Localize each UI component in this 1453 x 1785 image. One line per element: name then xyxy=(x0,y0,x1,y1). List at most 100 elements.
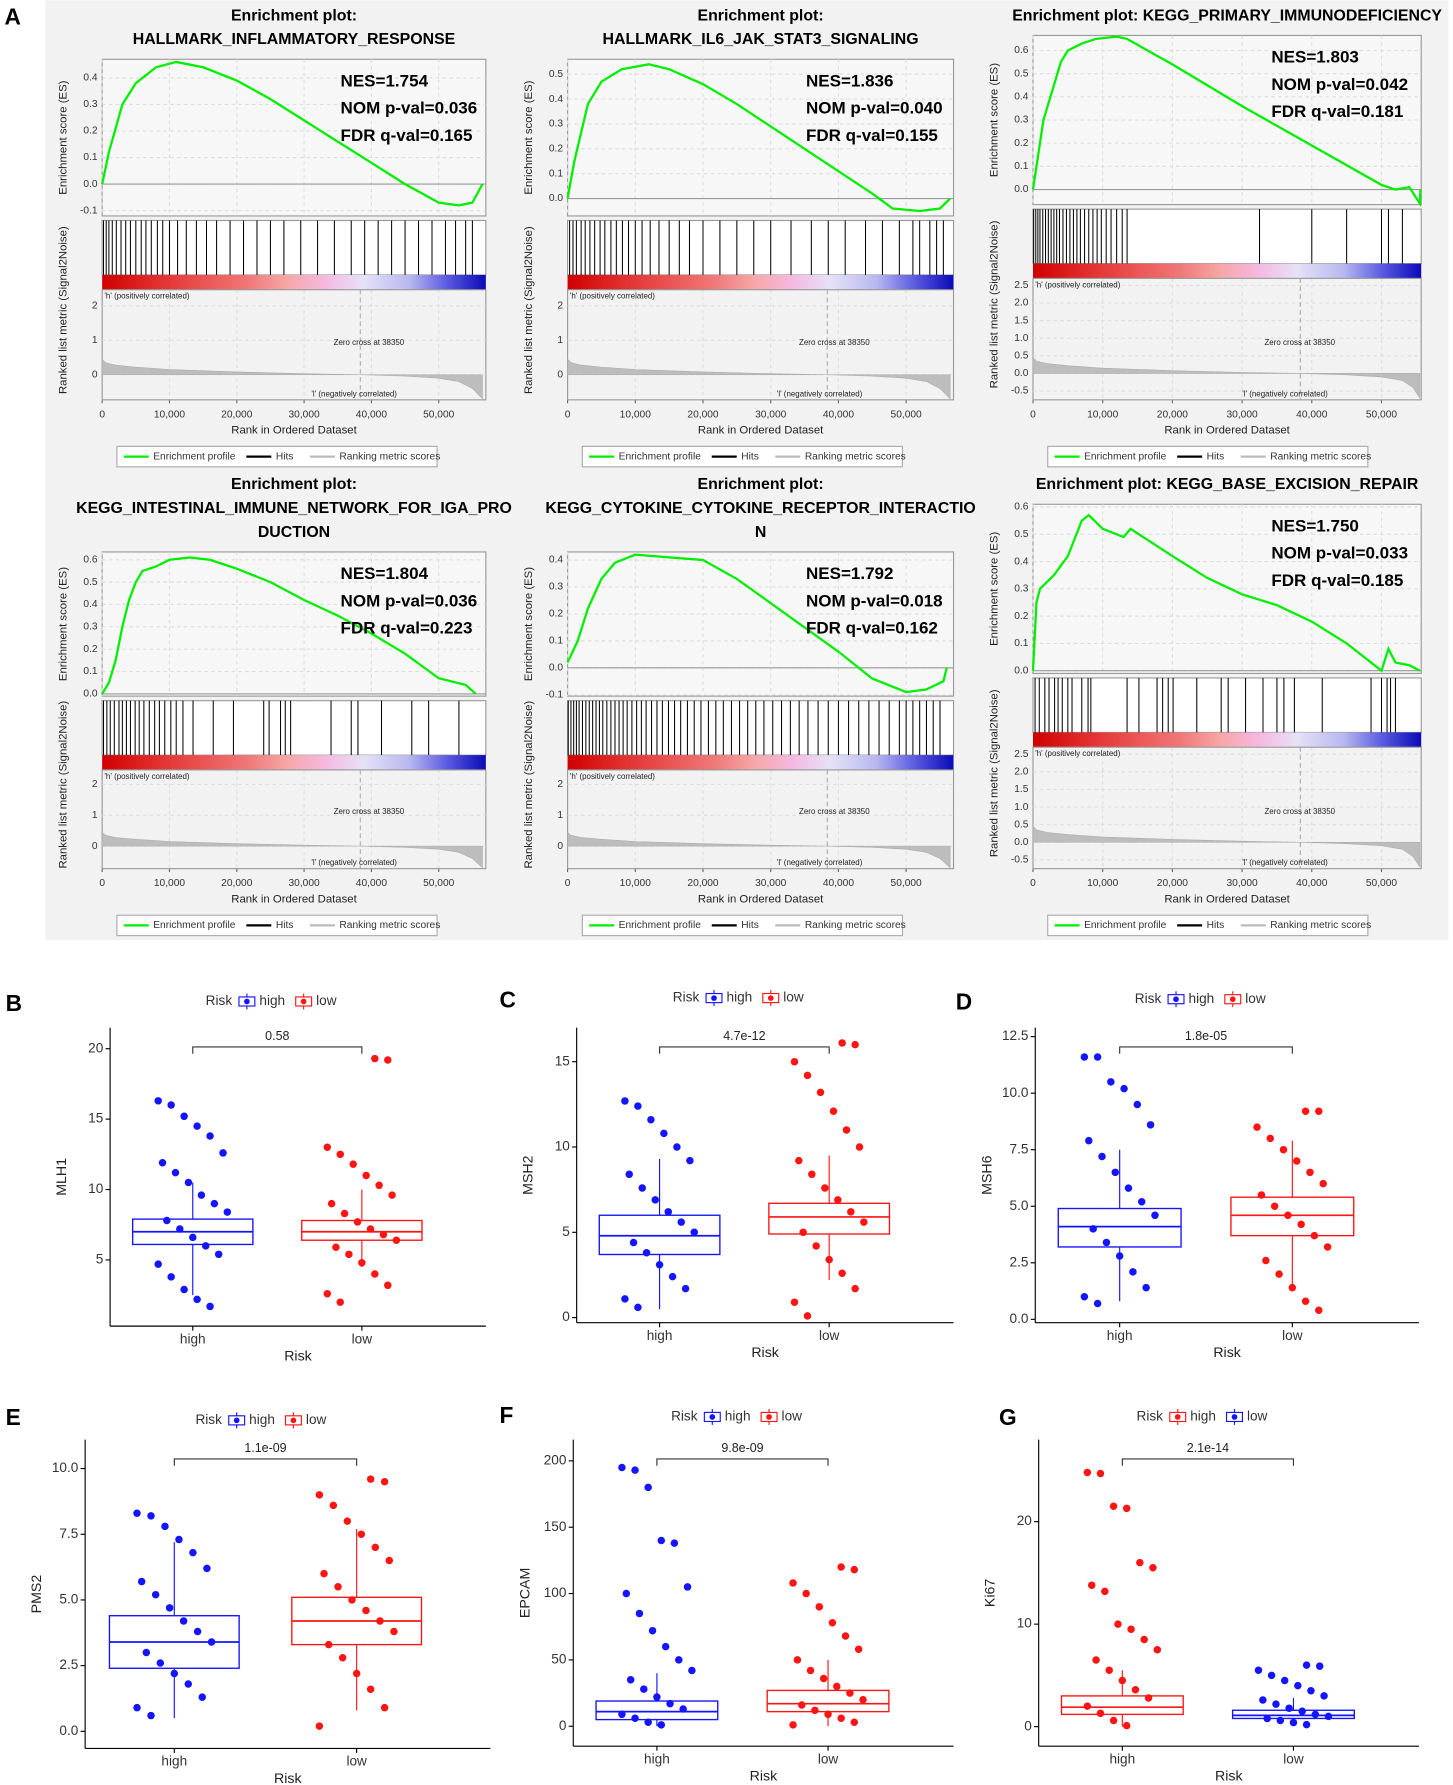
point xyxy=(850,1718,859,1727)
y-tick-label: 0.0 xyxy=(83,179,98,190)
hits-frame xyxy=(101,219,487,276)
point xyxy=(1307,1687,1315,1695)
pos-label: 'h' (positively correlated) xyxy=(1035,280,1120,289)
color-bar xyxy=(102,755,486,770)
y-tick-label: 7.5 xyxy=(59,1526,78,1541)
y-axis-label: Enrichment score (ES) xyxy=(523,567,535,681)
point xyxy=(348,1596,356,1604)
panel-letter: A xyxy=(5,3,21,29)
point xyxy=(1262,1256,1270,1265)
point xyxy=(1310,1231,1319,1240)
y-axis-label: Ranked list metric (Signal2Noise) xyxy=(58,701,70,869)
legend-label: Ranking metric scores xyxy=(805,451,906,462)
point xyxy=(666,1699,674,1708)
y-tick-label: 1 xyxy=(557,335,563,346)
x-axis-label: Rank in Ordered Dataset xyxy=(231,424,357,436)
point xyxy=(803,1071,812,1080)
x-tick-label: 30,000 xyxy=(755,878,787,889)
point xyxy=(1109,1502,1118,1511)
point xyxy=(137,1577,146,1586)
y-tick-label: 2.0 xyxy=(1014,767,1029,778)
x-tick-label: low xyxy=(346,1754,367,1769)
point xyxy=(1324,1712,1333,1721)
point xyxy=(156,1659,165,1667)
hits-frame xyxy=(567,700,955,756)
y-tick-label: 0.0 xyxy=(1014,184,1029,195)
neg-label: 'l' (negatively correlated) xyxy=(1242,858,1328,867)
point xyxy=(343,1517,352,1525)
point xyxy=(1118,1676,1127,1685)
x-tick-label: 0 xyxy=(1030,878,1036,889)
es-curve xyxy=(101,556,477,695)
point xyxy=(334,1583,342,1591)
neg-label: 'l' (negatively correlated) xyxy=(777,858,863,867)
x-tick-label: 0 xyxy=(99,878,105,889)
point xyxy=(802,1589,810,1598)
point xyxy=(1098,1152,1106,1161)
color-bar xyxy=(567,755,954,770)
point xyxy=(1267,1671,1276,1680)
point xyxy=(1144,1694,1153,1702)
point xyxy=(799,1228,807,1237)
point xyxy=(798,1701,806,1709)
metric-area xyxy=(101,358,483,400)
point xyxy=(1122,1721,1131,1730)
x-tick-label: 10,000 xyxy=(154,878,186,889)
y-tick-label: 150 xyxy=(544,1519,567,1534)
point xyxy=(1146,1121,1155,1129)
point xyxy=(1294,1681,1302,1690)
p-value: 2.1e-14 xyxy=(1187,1441,1229,1455)
panel-letter: C xyxy=(499,986,515,1012)
metric-frame xyxy=(1032,277,1422,401)
y-tick-label: -0.5 xyxy=(1011,386,1029,397)
y-tick-label: 0 xyxy=(562,1309,570,1324)
x-tick-label: 30,000 xyxy=(755,409,787,420)
x-axis-label: Risk xyxy=(274,1771,302,1785)
legend-label: Ranking metric scores xyxy=(339,451,440,462)
metric-area xyxy=(567,358,951,400)
legend-label: Hits xyxy=(276,920,294,931)
point xyxy=(362,1171,370,1180)
pos-label: 'h' (positively correlated) xyxy=(570,772,655,781)
y-tick-label: 2 xyxy=(92,301,98,312)
y-tick-label: 0.1 xyxy=(549,636,564,647)
x-tick-label: 40,000 xyxy=(1296,409,1328,420)
point xyxy=(825,1255,833,1264)
point xyxy=(163,1216,171,1225)
y-tick-label: 10 xyxy=(555,1139,571,1154)
point xyxy=(133,1703,141,1712)
point xyxy=(1279,1145,1288,1154)
point xyxy=(838,1269,846,1277)
point xyxy=(640,1685,648,1693)
box xyxy=(1230,1196,1355,1237)
point xyxy=(323,1289,332,1298)
legend-label: low xyxy=(783,990,804,1005)
x-tick-label: 50,000 xyxy=(423,878,455,889)
y-tick-label: 0.3 xyxy=(1014,115,1029,126)
y-tick-label: 0 xyxy=(92,369,98,380)
y-tick-label: 2.5 xyxy=(1014,749,1029,760)
point xyxy=(621,1097,629,1105)
point xyxy=(206,1132,214,1140)
y-tick-label: 0.0 xyxy=(59,1723,78,1738)
chart-title: Enrichment plot: xyxy=(697,7,823,24)
legend-label: low xyxy=(782,1409,803,1424)
point xyxy=(1096,1469,1105,1478)
neg-label: 'l' (negatively correlated) xyxy=(311,389,397,398)
point xyxy=(1297,1220,1305,1229)
x-axis-label: Rank in Ordered Dataset xyxy=(698,893,824,905)
point xyxy=(179,1617,188,1625)
zero-cross-label: Zero cross at 38350 xyxy=(799,807,870,816)
x-axis-label: Rank in Ordered Dataset xyxy=(231,893,357,905)
point xyxy=(657,1536,666,1545)
point xyxy=(380,1703,389,1712)
point xyxy=(327,1199,336,1208)
point xyxy=(789,1721,797,1729)
y-tick-label: 2 xyxy=(557,779,563,790)
metric-area xyxy=(1032,825,1421,868)
point xyxy=(201,1242,210,1250)
legend-swatch xyxy=(1229,996,1236,1003)
y-tick-label: 0.5 xyxy=(1014,68,1029,79)
point xyxy=(151,1590,160,1599)
x-tick-label: 0 xyxy=(565,878,571,889)
